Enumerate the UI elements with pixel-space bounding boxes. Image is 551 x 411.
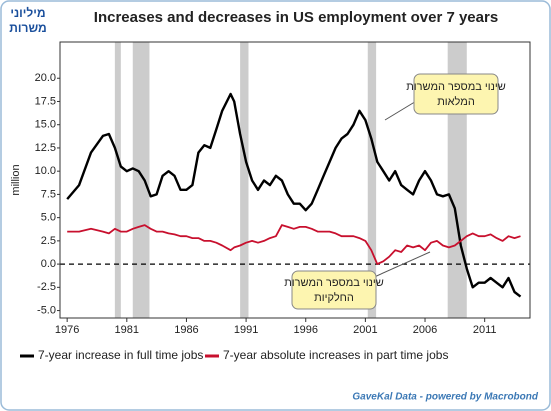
callout-pointer [384, 99, 419, 121]
callout-box [413, 73, 499, 115]
callout-box [291, 270, 377, 310]
recession-band [132, 42, 150, 318]
callout-pointer [371, 251, 431, 279]
y-tick-label: -5.0 [37, 304, 56, 316]
y-tick-label: 2.5 [41, 235, 56, 247]
recession-band [240, 42, 249, 318]
y-axis-label: million [10, 164, 22, 195]
callouts: שינוי במספר המשרות המלאות שינוי במספר המ… [284, 73, 506, 310]
chart-title: Increases and decreases in US employment… [94, 9, 498, 26]
x-tick-label: 1991 [234, 324, 258, 336]
x-tick-label: 2006 [413, 324, 437, 336]
y-tick-label: -2.5 [37, 281, 56, 293]
recession-band [114, 42, 121, 318]
legend-label: 7-year increase in full time jobs [38, 348, 203, 362]
y-tick-label: 5.0 [41, 212, 56, 224]
y-tick-label: 17.5 [35, 95, 56, 107]
x-tick-label: 2011 [473, 324, 497, 336]
y-tick-label: 0.0 [41, 258, 56, 270]
x-tick-label: 2001 [353, 324, 377, 336]
y-tick-label: 20.0 [35, 72, 56, 84]
recession-band [367, 42, 377, 318]
x-tick-label: 1981 [115, 324, 139, 336]
series-line [66, 92, 522, 298]
series-line [67, 224, 521, 265]
x-tick-label: 1986 [174, 324, 198, 336]
x-tick-label: 1976 [55, 324, 79, 336]
unit-label: משרות [9, 21, 46, 35]
y-tick-label: 15.0 [35, 119, 56, 131]
callout-text: שינוי במספר המשרות [284, 277, 384, 289]
y-tick-label: 12.5 [35, 142, 56, 154]
unit-label: מיליוני [10, 6, 45, 20]
plot-border [59, 41, 531, 319]
callout-text: החלקיות [314, 291, 354, 304]
callout-text: שינוי במספר המשרות [406, 81, 506, 93]
legend-label: 7-year absolute increases in part time j… [223, 348, 448, 362]
callout-text: המלאות [437, 95, 475, 108]
x-tick-label: 1996 [293, 324, 317, 336]
footer: GaveKal Data - powered by Macrobond [352, 392, 538, 403]
y-tick-label: 7.5 [41, 188, 56, 200]
y-tick-label: 10.0 [35, 165, 56, 177]
